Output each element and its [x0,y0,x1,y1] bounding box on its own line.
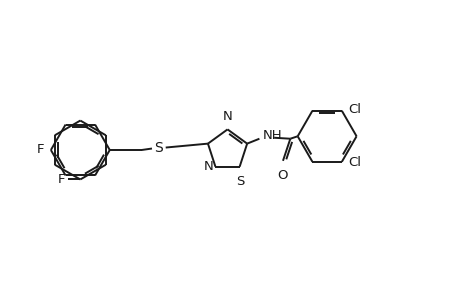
Text: N: N [223,110,232,122]
Text: S: S [154,140,163,154]
Text: O: O [277,169,287,182]
Text: F: F [36,143,44,157]
Text: Cl: Cl [347,156,360,169]
Text: NH: NH [262,129,282,142]
Text: F: F [58,173,65,186]
Text: Cl: Cl [347,103,360,116]
Text: N: N [203,160,213,173]
Text: S: S [236,175,244,188]
